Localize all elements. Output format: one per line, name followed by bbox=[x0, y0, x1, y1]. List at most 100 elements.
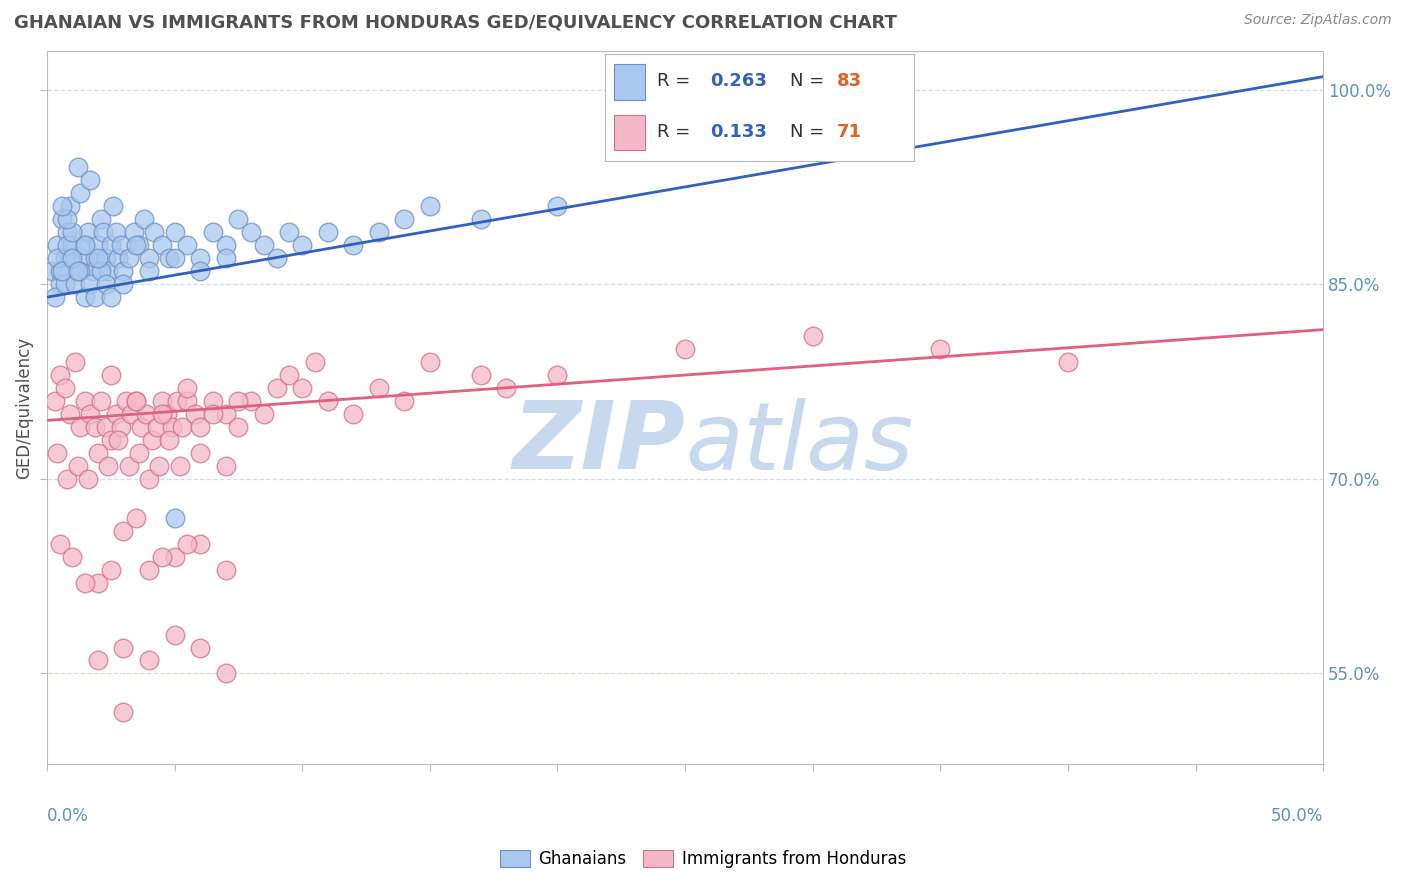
Point bbox=[125, 394, 148, 409]
Point bbox=[1057, 355, 1080, 369]
Point bbox=[72, 252, 94, 266]
Point bbox=[141, 433, 163, 447]
Point bbox=[138, 653, 160, 667]
Point bbox=[59, 199, 82, 213]
Point bbox=[184, 407, 207, 421]
Point bbox=[66, 264, 89, 278]
Text: N =: N = bbox=[790, 123, 830, 141]
Point bbox=[159, 252, 181, 266]
Point bbox=[201, 407, 224, 421]
Point bbox=[48, 264, 70, 278]
Point bbox=[316, 394, 339, 409]
Point bbox=[546, 199, 568, 213]
Point bbox=[59, 252, 82, 266]
Text: Source: ZipAtlas.com: Source: ZipAtlas.com bbox=[1244, 13, 1392, 28]
Point bbox=[176, 394, 198, 409]
Point bbox=[97, 458, 120, 473]
Point bbox=[82, 264, 104, 278]
Point bbox=[56, 212, 79, 227]
Point bbox=[316, 225, 339, 239]
Point bbox=[495, 381, 517, 395]
Text: R =: R = bbox=[657, 123, 696, 141]
Point bbox=[188, 537, 211, 551]
Text: 50.0%: 50.0% bbox=[1271, 807, 1323, 825]
Point bbox=[103, 199, 125, 213]
Point bbox=[112, 277, 135, 292]
Point bbox=[291, 238, 314, 252]
Bar bbox=[614, 114, 645, 150]
Point bbox=[56, 238, 79, 252]
Point bbox=[94, 277, 117, 292]
Point bbox=[104, 225, 127, 239]
Point bbox=[169, 458, 191, 473]
Point bbox=[163, 510, 186, 524]
Point bbox=[470, 212, 492, 227]
Point bbox=[176, 381, 198, 395]
Point bbox=[75, 290, 97, 304]
Point bbox=[48, 277, 70, 292]
Point bbox=[112, 640, 135, 655]
Point bbox=[100, 368, 122, 382]
Point bbox=[87, 238, 110, 252]
Point bbox=[291, 381, 314, 395]
Legend: Ghanaians, Immigrants from Honduras: Ghanaians, Immigrants from Honduras bbox=[494, 843, 912, 875]
Point bbox=[150, 238, 173, 252]
Point bbox=[214, 252, 236, 266]
Point bbox=[79, 173, 101, 187]
Point bbox=[41, 264, 63, 278]
Point bbox=[160, 420, 183, 434]
Point bbox=[172, 420, 194, 434]
Point bbox=[240, 225, 263, 239]
Text: 83: 83 bbox=[837, 72, 862, 90]
Point bbox=[150, 549, 173, 564]
Point bbox=[53, 252, 76, 266]
Point bbox=[188, 252, 211, 266]
Point bbox=[66, 458, 89, 473]
Point bbox=[138, 472, 160, 486]
Bar bbox=[614, 64, 645, 100]
Point bbox=[76, 225, 98, 239]
Point bbox=[150, 407, 173, 421]
Point bbox=[266, 252, 288, 266]
Point bbox=[62, 225, 84, 239]
Point bbox=[97, 264, 120, 278]
Point bbox=[135, 407, 157, 421]
Point bbox=[188, 446, 211, 460]
Point bbox=[188, 264, 211, 278]
Point bbox=[166, 394, 188, 409]
Point bbox=[125, 510, 148, 524]
Point bbox=[304, 355, 326, 369]
Point bbox=[89, 264, 111, 278]
Point bbox=[100, 433, 122, 447]
Point bbox=[62, 238, 84, 252]
Point bbox=[44, 290, 66, 304]
Point bbox=[228, 212, 250, 227]
Point bbox=[107, 433, 129, 447]
Point bbox=[112, 264, 135, 278]
Point bbox=[159, 433, 181, 447]
Point bbox=[84, 290, 107, 304]
Point bbox=[117, 252, 139, 266]
Point bbox=[125, 394, 148, 409]
Point bbox=[176, 537, 198, 551]
Point bbox=[44, 394, 66, 409]
Point bbox=[59, 407, 82, 421]
Point bbox=[62, 252, 84, 266]
Point bbox=[46, 446, 69, 460]
Point bbox=[46, 238, 69, 252]
Point bbox=[128, 446, 150, 460]
Point bbox=[89, 394, 111, 409]
Point bbox=[801, 329, 824, 343]
Point bbox=[100, 290, 122, 304]
Point bbox=[214, 666, 236, 681]
Point bbox=[63, 264, 86, 278]
Point bbox=[120, 407, 142, 421]
Point bbox=[419, 355, 441, 369]
Point bbox=[79, 277, 101, 292]
Point bbox=[145, 420, 167, 434]
Point bbox=[75, 575, 97, 590]
Point bbox=[138, 264, 160, 278]
Point bbox=[75, 394, 97, 409]
Point bbox=[138, 252, 160, 266]
Point bbox=[53, 381, 76, 395]
